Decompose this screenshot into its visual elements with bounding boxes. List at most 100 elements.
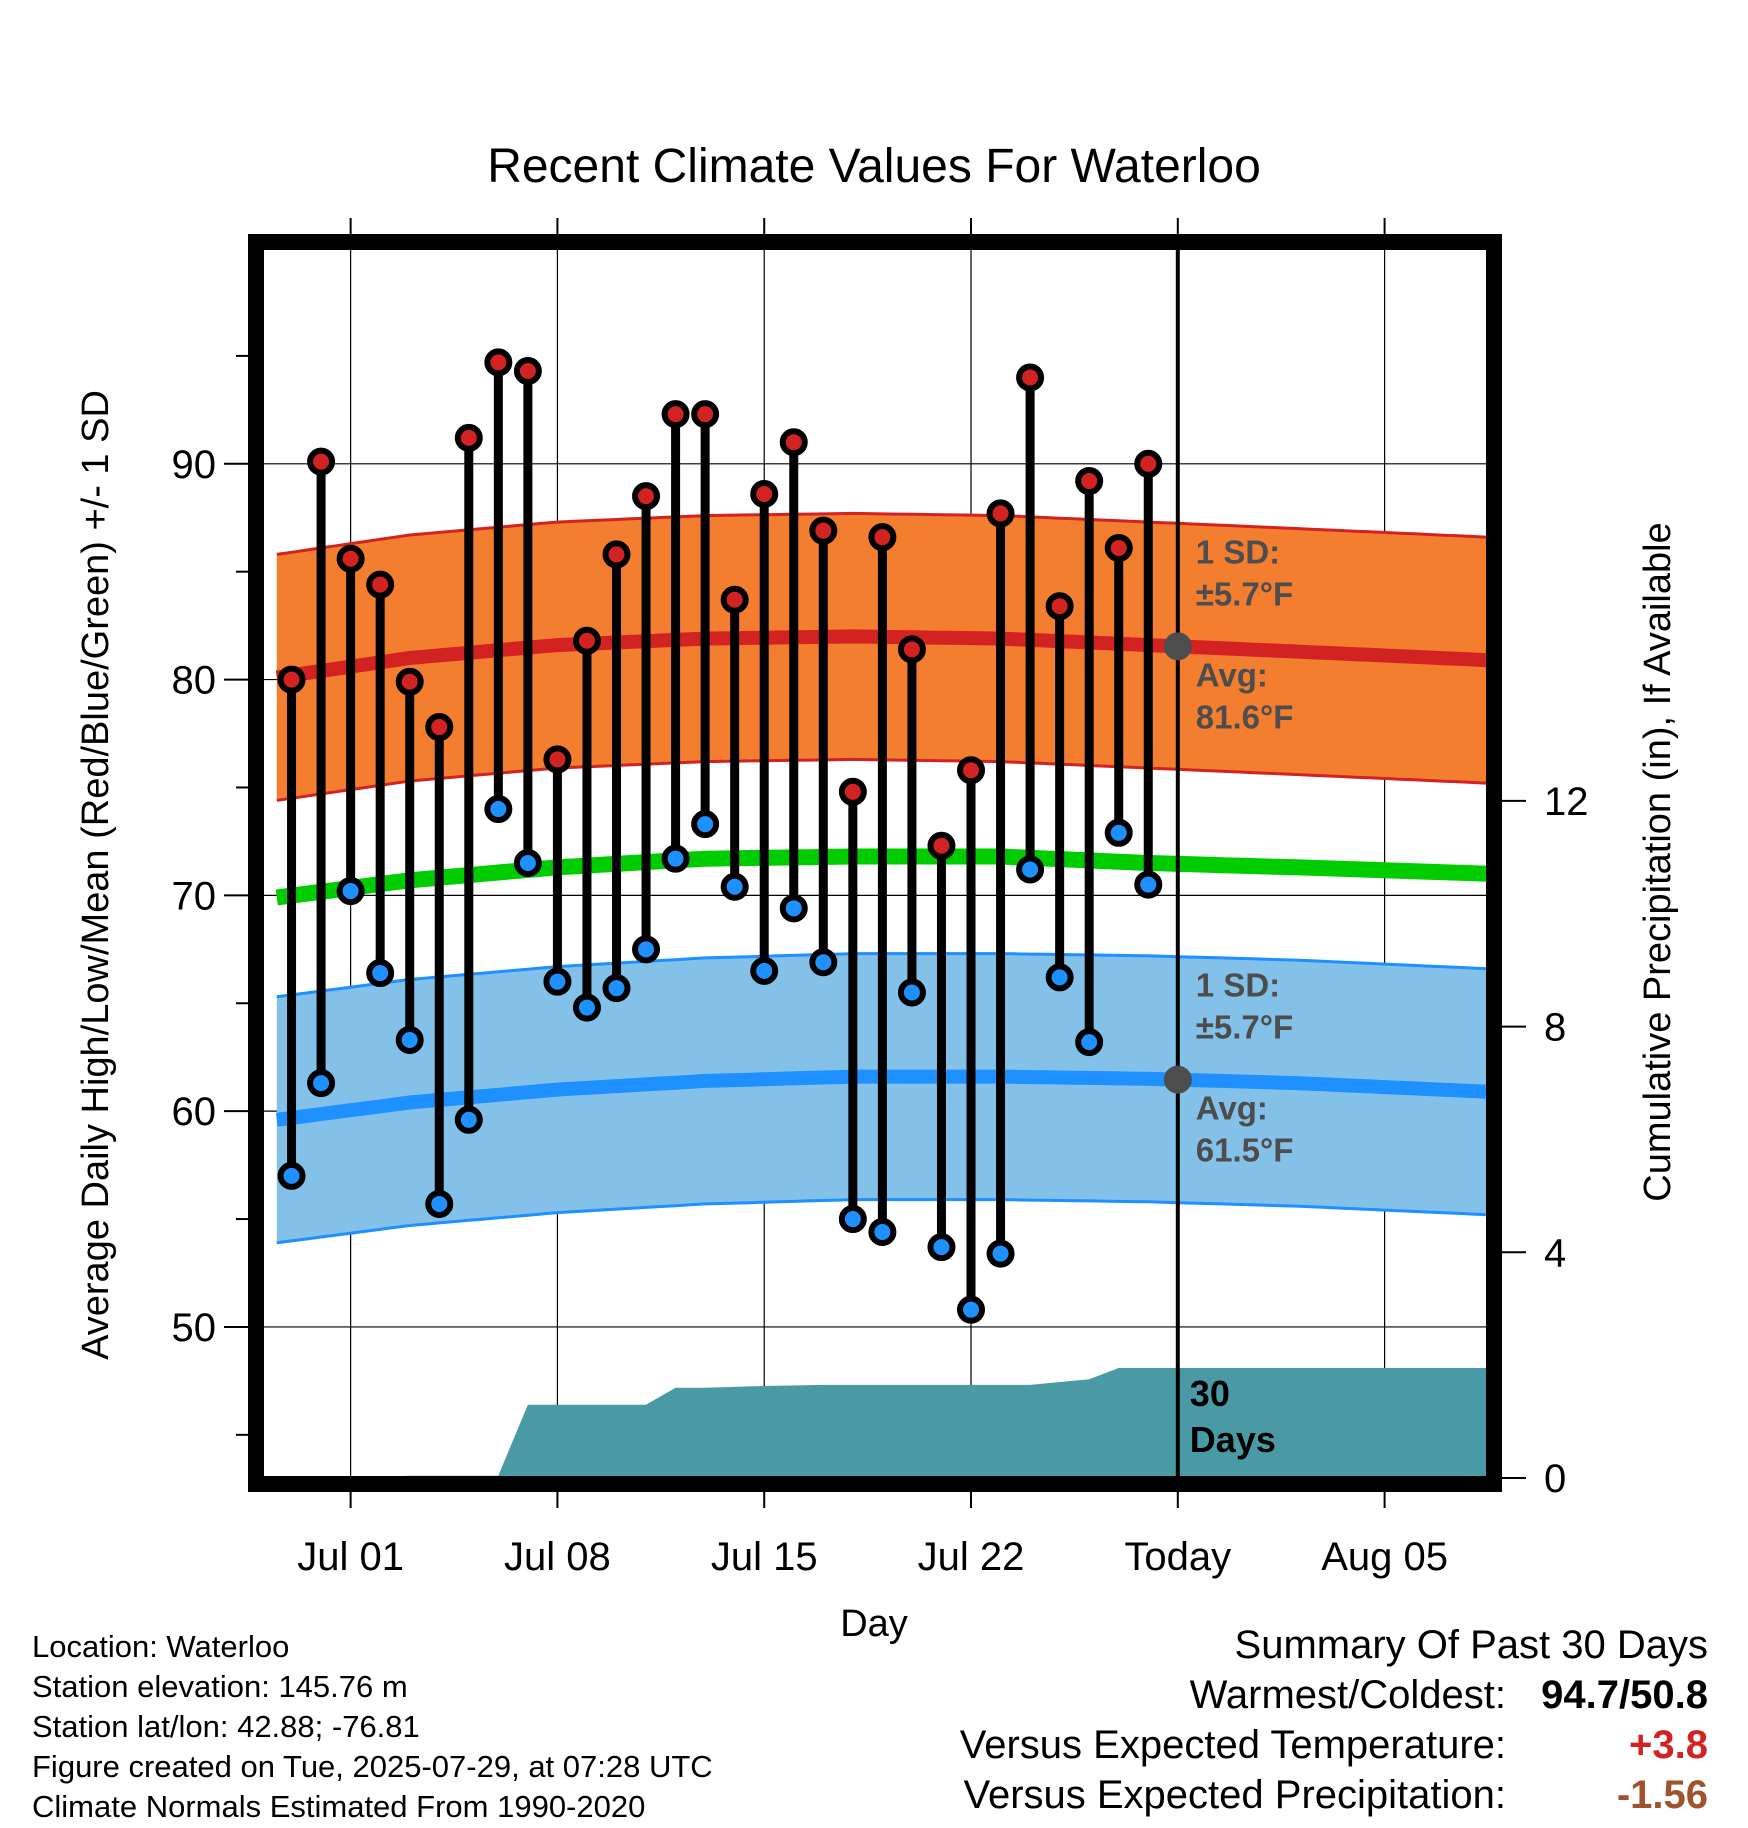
elevation-text: Station elevation: 145.76 m [32, 1669, 408, 1704]
chart-title: Recent Climate Values For Waterloo [487, 140, 1261, 193]
location-text: Location: Waterloo [32, 1629, 290, 1664]
high-sd-upper-edge [276, 511, 1489, 556]
daily-low-point [897, 978, 926, 1007]
low-avg-value: 61.5°F [1196, 1132, 1294, 1169]
daily-low-point [927, 1233, 956, 1262]
daily-high-point [572, 626, 601, 655]
precip-area [276, 1368, 1488, 1478]
daily-high-point [1016, 363, 1045, 392]
daily-high-point [838, 777, 867, 806]
y-tick-label-right: 8 [1544, 1006, 1566, 1050]
daily-low-point [454, 1105, 483, 1134]
x-tick-label: Today [1124, 1535, 1231, 1579]
high-sd-value: ±5.7°F [1196, 575, 1293, 612]
daily-high-point [1104, 533, 1133, 562]
daily-low-point [277, 1161, 306, 1190]
daily-high-point [661, 400, 690, 429]
daily-low-point [691, 810, 720, 839]
daily-high-point [809, 516, 838, 545]
x-tick-label: Jul 15 [711, 1535, 818, 1579]
x-tick-label: Aug 05 [1321, 1535, 1448, 1579]
x-tick-label: Jul 01 [297, 1535, 404, 1579]
plot-frame [248, 234, 1502, 1492]
y-tick-label-left: 60 [172, 1090, 217, 1134]
precip-label: Versus Expected Precipitation: [963, 1773, 1506, 1817]
high-avg-value: 81.6°F [1196, 698, 1294, 735]
y-axis-label-right: Cumulative Precipitation (in), If Availa… [1637, 522, 1679, 1201]
daily-low-point [750, 956, 779, 985]
daily-high-point [720, 585, 749, 614]
plot-area: 1 SD: ±5.7°F Avg: 81.6°F 1 SD: ±5.7°F Avg: 61.5… [262, 248, 1489, 1478]
temp-label: Versus Expected Temperature: [959, 1723, 1506, 1767]
normals-text: Climate Normals Estimated From 1990-2020 [32, 1789, 646, 1824]
precip-row: Versus Expected Precipitation: -1.56 [960, 1770, 1708, 1820]
station-info: Location: Waterloo Station elevation: 14… [32, 1627, 713, 1827]
y-tick-label-right: 0 [1544, 1457, 1566, 1501]
daily-high-point [868, 523, 897, 552]
daily-high-point [395, 667, 424, 696]
today-low-avg-marker [1163, 1065, 1192, 1094]
daily-high-point [1045, 592, 1074, 621]
daily-high-point [307, 447, 336, 476]
daily-high-point [425, 713, 454, 742]
daily-high-point [897, 635, 926, 664]
daily-high-point [513, 357, 542, 385]
daily-low-point [661, 844, 690, 873]
x-tick-label: Jul 08 [504, 1535, 611, 1579]
daily-high-point [691, 400, 720, 429]
daily-high-point [336, 544, 365, 573]
daily-high-point [543, 745, 572, 774]
axes: Jul 01 Jul 08 Jul 15 Jul 22 Today Aug 05 50 60 7… [172, 218, 1589, 1579]
precip-value: -1.56 [1616, 1773, 1708, 1817]
summary-panel: Summary Of Past 30 Days Warmest/Coldest:… [960, 1620, 1708, 1820]
daily-high-point [1075, 467, 1104, 496]
y-tick-label-left: 70 [172, 874, 217, 918]
created-text: Figure created on Tue, 2025-07-29, at 07… [32, 1749, 713, 1784]
summary-heading: Summary Of Past 30 Days [1234, 1623, 1708, 1667]
warmest-label: Warmest/Coldest: [1189, 1673, 1506, 1717]
daily-low-point [838, 1205, 867, 1234]
y-axis-label-left: Average Daily High/Low/Mean (Red/Blue/Gr… [75, 390, 117, 1360]
warmest-row: Warmest/Coldest: 94.7/50.8 [960, 1670, 1708, 1720]
daily-low-point [1104, 818, 1133, 847]
daily-low-point [602, 974, 631, 1003]
daily-low-point [307, 1069, 336, 1098]
y-tick-label-left: 80 [172, 659, 217, 703]
x-axis-label: Day [840, 1603, 908, 1645]
daily-low-point [572, 993, 601, 1022]
y-tick-label-right: 12 [1544, 780, 1589, 824]
daily-low-point [336, 877, 365, 906]
daily-low-point [1075, 1028, 1104, 1057]
daily-low-point [632, 935, 661, 964]
y-tick-label-left: 90 [172, 443, 217, 487]
latlon-text: Station lat/lon: 42.88; -76.81 [32, 1709, 420, 1744]
period-unit: Days [1190, 1419, 1276, 1460]
daily-high-point [454, 423, 483, 452]
daily-low-point [986, 1239, 1015, 1268]
x-tick-label: Jul 22 [918, 1535, 1025, 1579]
daily-high-point [1134, 449, 1163, 478]
temp-value: +3.8 [1629, 1723, 1708, 1767]
daily-low-point [1016, 855, 1045, 884]
daily-high-point [986, 499, 1015, 528]
daily-low-point [513, 849, 542, 877]
daily-low-point [809, 948, 838, 977]
y-tick-label-right: 4 [1544, 1231, 1566, 1275]
daily-high-point [632, 482, 661, 511]
daily-low-point [1045, 963, 1074, 992]
daily-low-point [720, 872, 749, 901]
period-value: 30 [1190, 1373, 1230, 1414]
daily-high-point [779, 428, 808, 457]
daily-low-point [395, 1025, 424, 1054]
warmest-value: 94.7/50.8 [1541, 1673, 1708, 1717]
low-sd-value: ±5.7°F [1196, 1009, 1293, 1046]
daily-low-point [779, 894, 808, 923]
high-avg-label: Avg: [1196, 656, 1268, 693]
daily-high-point [366, 570, 395, 599]
low-avg-label: Avg: [1196, 1090, 1268, 1127]
daily-high-point [957, 756, 986, 785]
y-tick-label-left: 50 [172, 1306, 217, 1350]
daily-low-point [366, 959, 395, 988]
daily-high-point [277, 665, 306, 694]
